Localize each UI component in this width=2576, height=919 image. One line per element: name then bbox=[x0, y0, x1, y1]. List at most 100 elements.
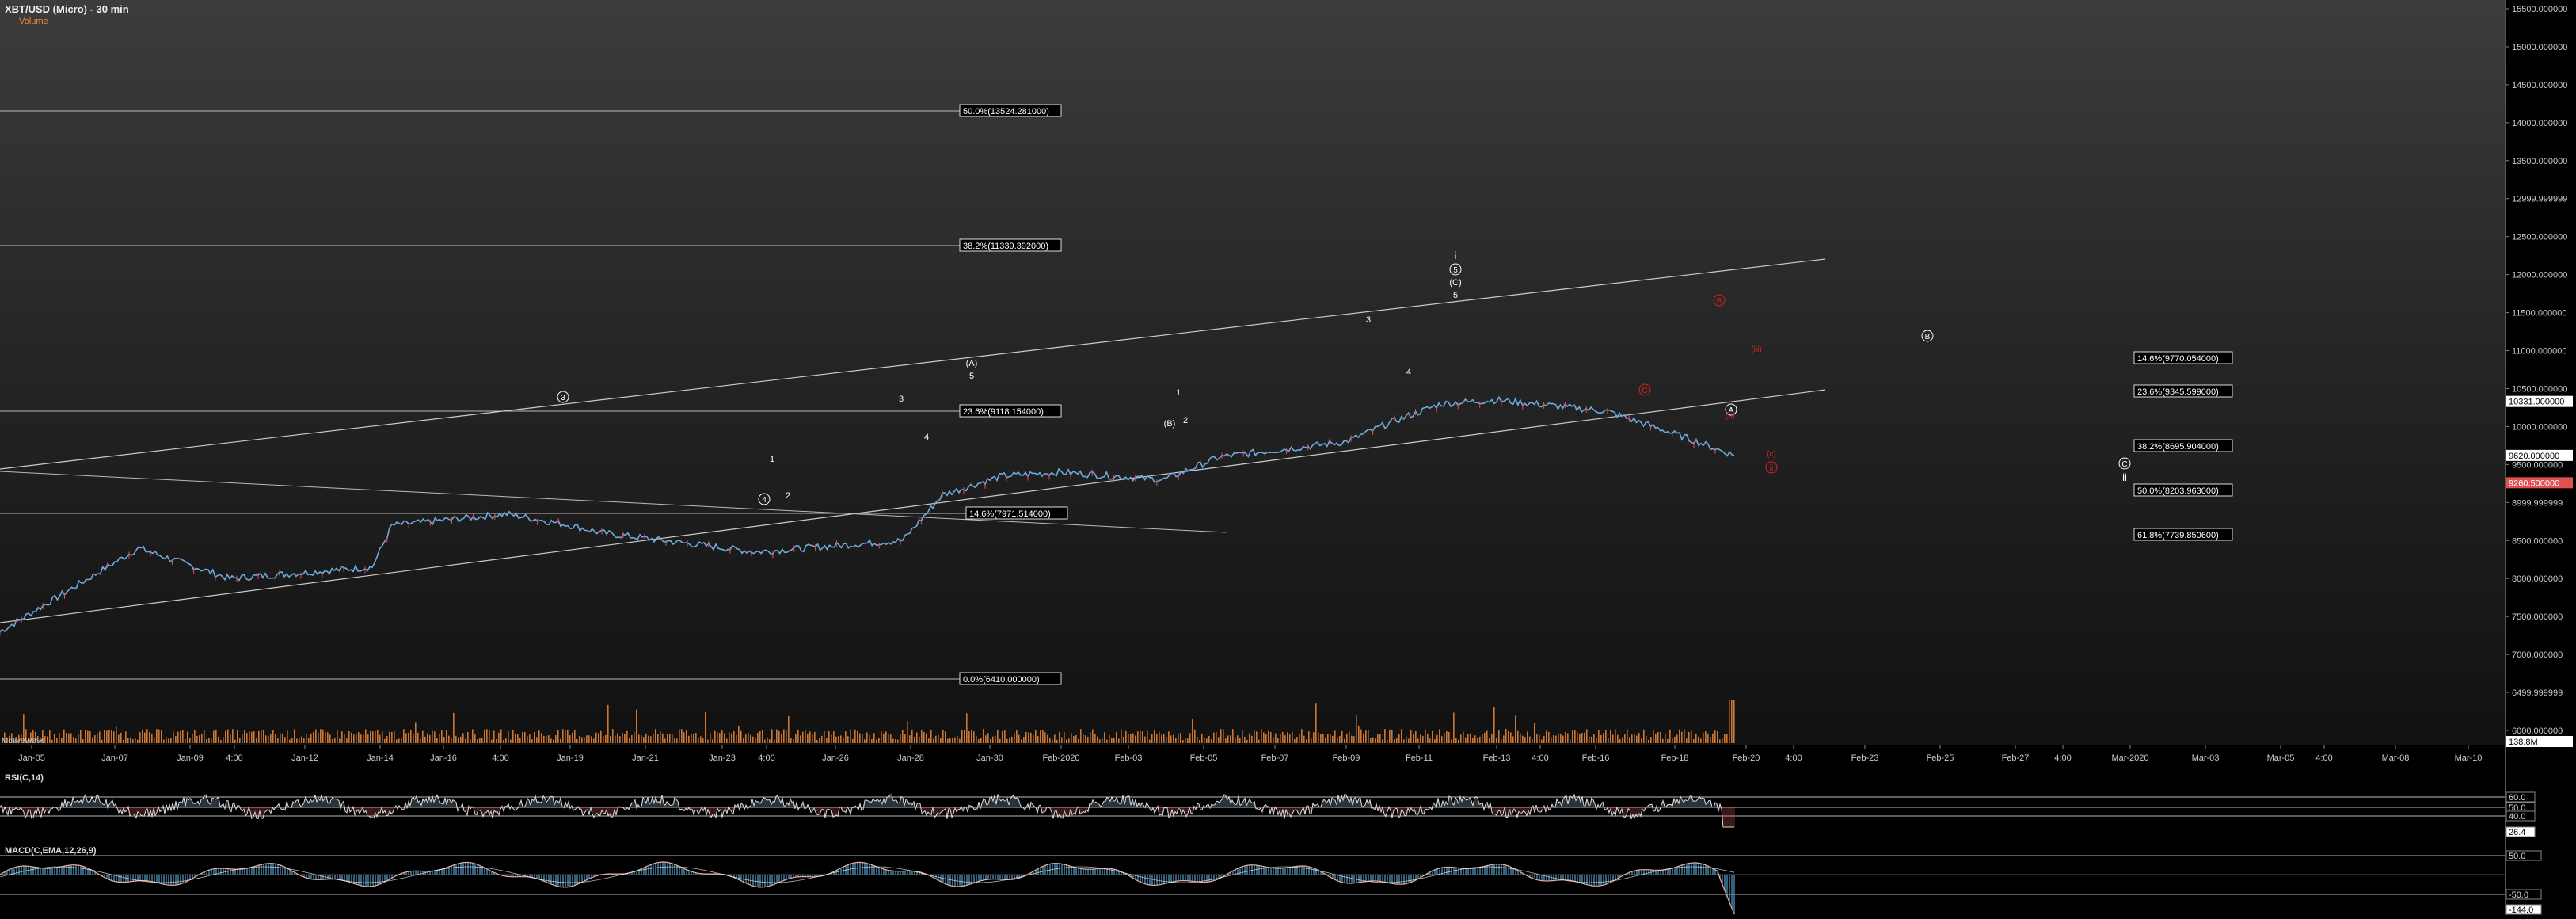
wave-C-circle-red: C bbox=[1642, 387, 1647, 395]
volume-bar bbox=[667, 734, 668, 743]
volume-bar bbox=[11, 733, 13, 743]
volume-bar bbox=[1634, 734, 1635, 743]
volume-bar bbox=[1303, 735, 1305, 743]
volume-bar bbox=[600, 730, 602, 743]
time-tick-label: Feb-18 bbox=[1661, 753, 1689, 763]
volume-bar bbox=[702, 738, 704, 743]
volume-bar bbox=[1622, 737, 1623, 743]
volume-bar bbox=[555, 734, 557, 743]
volume-bar bbox=[1572, 730, 1573, 743]
volume-bar bbox=[239, 738, 241, 743]
price-axis[interactable]: 15500.000000 15000.000000 14500.000000 1400… bbox=[2505, 0, 2576, 915]
volume-bar bbox=[1577, 732, 1578, 743]
macd-tick-bg bbox=[2506, 889, 2542, 900]
fib-right-box bbox=[2133, 483, 2233, 497]
volume-bar bbox=[769, 739, 771, 743]
volume-bar bbox=[61, 738, 63, 743]
volume-bar bbox=[1346, 733, 1348, 743]
volume-bar bbox=[1515, 715, 1516, 743]
macd-panel[interactable]: MACD(C,EMA,12,26,9) bbox=[0, 845, 2505, 915]
volume-bar bbox=[835, 736, 837, 743]
fib-right-label: 23.6%(9345.599000) bbox=[2137, 387, 2219, 397]
volume-bar bbox=[942, 729, 944, 743]
volume-bar bbox=[1028, 732, 1029, 743]
volume-bar bbox=[1543, 736, 1545, 743]
wave-5a-label: 5 bbox=[969, 372, 974, 381]
price-chart-panel[interactable]: XBT/USD (Micro) - 30 min Volume 50.0%(13… bbox=[0, 0, 2505, 745]
volume-bar bbox=[591, 736, 592, 743]
rsi-panel[interactable]: RSI(C,14) bbox=[0, 772, 2505, 841]
fib-right-box bbox=[2133, 439, 2233, 452]
volume-bar bbox=[1360, 729, 1362, 743]
volume-bar bbox=[695, 732, 697, 743]
volume-bar bbox=[755, 737, 756, 743]
time-axis[interactable]: Jan-05 Jan-07 Jan-09 4:00 Jan-12 Jan-14 Jan-16… bbox=[0, 745, 2505, 771]
volume-bar bbox=[467, 731, 469, 743]
volume-bar bbox=[220, 739, 222, 743]
volume-bar bbox=[1370, 738, 1372, 743]
time-tick-label: Jan-16 bbox=[430, 753, 457, 763]
volume-bar bbox=[1667, 738, 1669, 743]
volume-bar bbox=[938, 734, 939, 743]
volume-bar bbox=[629, 738, 630, 743]
volume-bar bbox=[1258, 739, 1260, 743]
volume-bar bbox=[1503, 735, 1505, 743]
wave-B-circle-red: B bbox=[1717, 297, 1722, 306]
wave-5c-label: 5 bbox=[1453, 291, 1458, 300]
volume-bar bbox=[1090, 732, 1091, 743]
volume-bar bbox=[1280, 734, 1281, 743]
volume-bar bbox=[1132, 733, 1134, 743]
volume-bar bbox=[1596, 738, 1597, 743]
volume-bar bbox=[1137, 731, 1139, 743]
volume-bar bbox=[80, 730, 82, 743]
volume-bar bbox=[1398, 734, 1400, 743]
volume-bar bbox=[541, 733, 542, 743]
volume-bar bbox=[1446, 730, 1448, 743]
volume-bar bbox=[1284, 735, 1286, 743]
volume-bar bbox=[1033, 735, 1034, 743]
time-tick-label: Jan-23 bbox=[709, 753, 736, 763]
price-tick-label: 8000.000000 bbox=[2512, 574, 2563, 584]
wave-A-circle-ring bbox=[1725, 403, 1737, 416]
volume-bar bbox=[256, 738, 257, 743]
volume-bar bbox=[1589, 736, 1590, 743]
volume-bar bbox=[1263, 732, 1265, 743]
volume-bar bbox=[1144, 736, 1146, 743]
volume-bar bbox=[847, 736, 849, 743]
volume-bar bbox=[1320, 734, 1322, 743]
volume-bar bbox=[1208, 735, 1210, 743]
wave-i-label: i bbox=[1455, 250, 1457, 261]
volume-bar bbox=[1330, 734, 1331, 743]
volume-bar bbox=[968, 731, 970, 743]
volume-bar bbox=[1175, 738, 1177, 743]
volume-bar bbox=[902, 730, 904, 743]
volume-bar bbox=[1465, 737, 1467, 743]
volume-bar bbox=[923, 731, 925, 743]
volume-bar bbox=[641, 735, 642, 743]
volume-bar bbox=[211, 738, 212, 743]
wave-4b-label: 4 bbox=[924, 433, 929, 442]
volume-bar bbox=[517, 734, 519, 743]
volume-bar bbox=[1474, 735, 1476, 743]
price-tick-label: 15000.000000 bbox=[2512, 43, 2567, 52]
wave-5-circle: 5 bbox=[1453, 266, 1458, 275]
rsi-tick-bg bbox=[2506, 810, 2536, 822]
wave-5-circle-ring bbox=[1449, 263, 1462, 276]
time-tick-label: Feb-09 bbox=[1333, 753, 1360, 763]
volume-bar bbox=[1384, 729, 1386, 743]
volume-bar bbox=[945, 731, 946, 743]
volume-bar bbox=[242, 734, 243, 743]
volume-bar bbox=[840, 735, 842, 743]
volume-bar bbox=[1353, 736, 1355, 743]
time-tick-label: 4:00 bbox=[1532, 753, 1548, 763]
volume-bar bbox=[1256, 731, 1258, 743]
volume-bar bbox=[1232, 729, 1234, 743]
volume-bar bbox=[1372, 737, 1374, 743]
volume-bar bbox=[904, 734, 906, 743]
volume-bar bbox=[370, 730, 371, 743]
volume-bar bbox=[1121, 729, 1122, 743]
volume-bar bbox=[1156, 734, 1158, 743]
volume-bar bbox=[852, 738, 854, 743]
volume-tag: 138.8M bbox=[2509, 738, 2538, 747]
wave-ii-white-label: ii bbox=[2122, 471, 2127, 483]
